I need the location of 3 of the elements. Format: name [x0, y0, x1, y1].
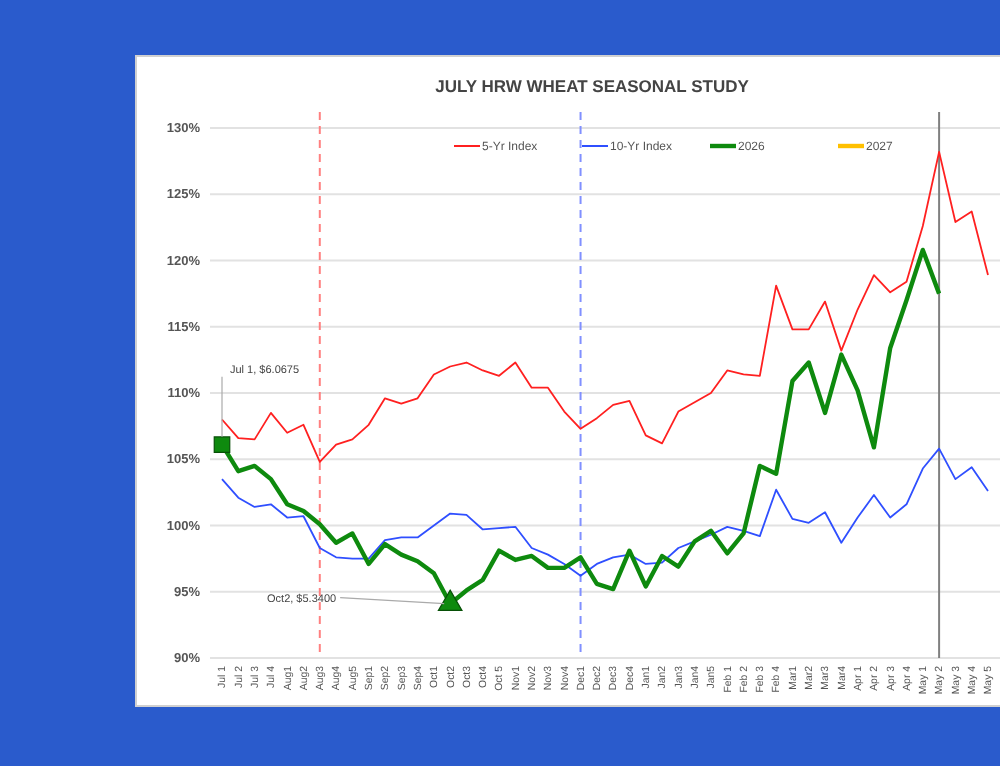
chart-title: JULY HRW WHEAT SEASONAL STUDY	[435, 76, 750, 96]
line-series	[221, 447, 989, 577]
line-series	[221, 150, 989, 463]
